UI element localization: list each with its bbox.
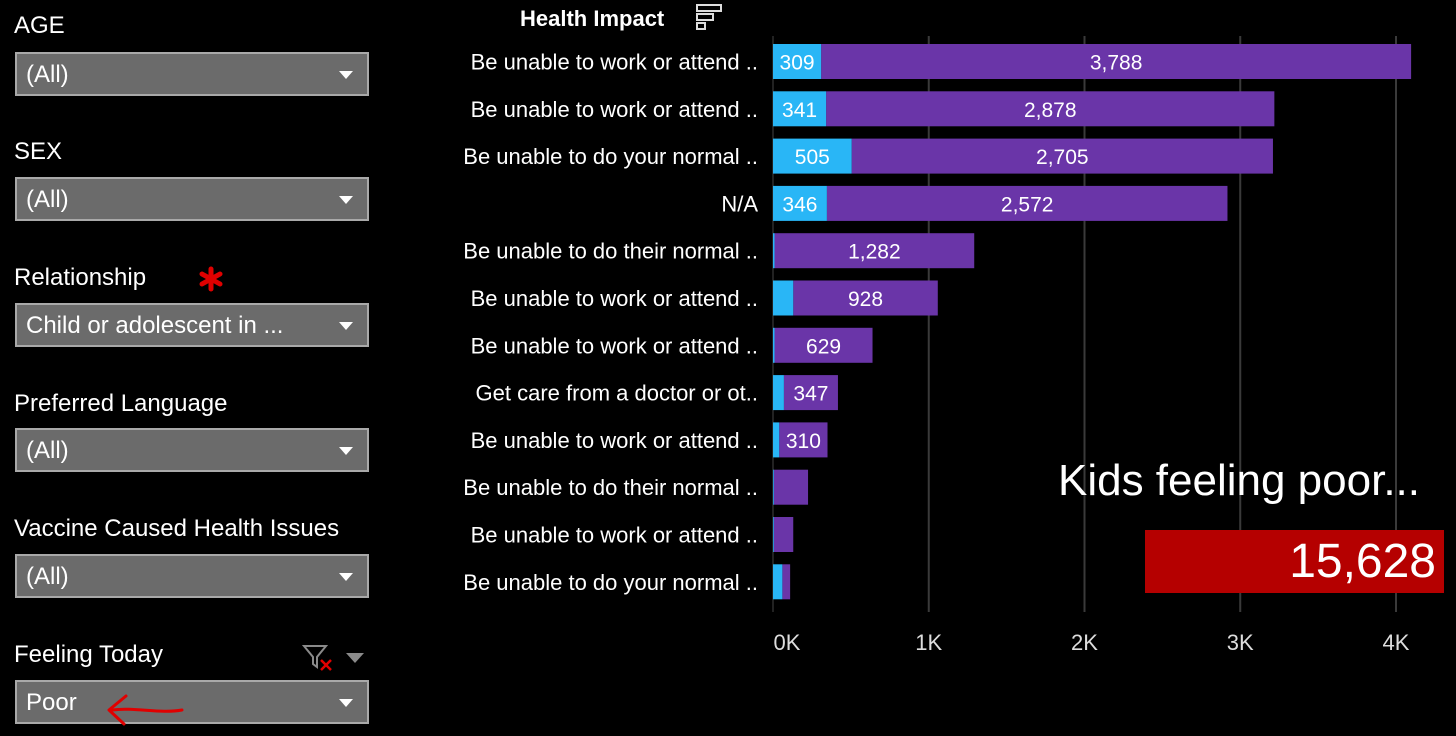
x-tick-label: 2K [1071,630,1098,655]
data-label: 309 [780,52,815,75]
data-label: 346 [782,193,817,216]
chevron-down-icon [339,196,353,204]
category-label: Get care from a doctor or ot.. [476,381,758,406]
age-dropdown-value: (All) [26,61,69,88]
bar-segment-a [773,422,780,458]
category-label: Be unable to work or attend .. [471,286,758,311]
vaccine-health-issues-dropdown[interactable]: (All) [15,554,369,598]
filter-label-feeling-today: Feeling Today [14,641,163,668]
chevron-down-icon [339,699,353,707]
filter-label-preferred-language: Preferred Language [14,390,228,417]
data-label: 3,788 [1090,52,1143,75]
feeling-today-dropdown-value: Poor [26,689,77,716]
chevron-down-icon [339,322,353,330]
sex-dropdown-value: (All) [26,186,69,213]
category-label: Be unable to work or attend .. [471,523,758,548]
bar-segment-b [773,517,794,552]
data-label: 310 [786,430,821,453]
x-tick-label: 3K [1227,630,1254,655]
data-label: 1,282 [848,241,901,264]
bar-segment-a [773,564,783,600]
filter-menu-icon[interactable] [346,653,364,663]
chart-title: Health Impact [520,6,665,31]
data-label: 341 [782,99,817,122]
bar-segment-b [826,185,1228,221]
bar-segment-b [774,327,873,363]
bar-segment-a [773,233,775,269]
chevron-down-icon [339,447,353,455]
vaccine-health-issues-dropdown-value: (All) [26,563,69,590]
data-label: 505 [795,146,830,169]
category-label: Be unable to do their normal .. [463,239,758,264]
bar-segment-b [773,469,809,505]
filter-panel: AGE (All) SEX (All) Relationship Child o… [0,0,390,736]
bar-segment-b [821,44,1412,79]
bar-segment-b [779,422,828,458]
feeling-today-dropdown[interactable]: Poor [15,680,369,724]
red-asterisk-icon [199,266,223,292]
bar-segment-a [773,327,775,363]
bar-segment-a [773,44,822,79]
category-label: Be unable to work or attend .. [471,428,758,453]
data-label: 928 [848,288,883,311]
filter-label-sex: SEX [14,138,63,165]
bar-segment-b [783,375,838,411]
x-tick-label: 0K [774,630,801,655]
category-label: Be unable to work or attend .. [471,333,758,358]
bar-segment-a [773,469,774,505]
age-dropdown[interactable]: (All) [15,52,369,96]
preferred-language-dropdown-value: (All) [26,437,69,464]
bar-segment-a [773,138,852,174]
filter-label-vaccine-health-issues: Vaccine Caused Health Issues [14,515,340,542]
chevron-down-icon [339,71,353,79]
bar-segment-b [826,91,1275,127]
bar-segment-b [793,280,938,316]
bar-segment-a [773,185,827,221]
bar-segment-a [773,375,784,411]
kpi-value: 15,628 [1289,535,1436,588]
bar-segment-b [782,564,791,600]
red-arrow-icon [107,694,184,726]
bar-segment-a [773,517,774,552]
bar-segment-b [774,233,975,269]
bar-segment-a [773,91,827,127]
bar-segment-a [773,280,794,316]
sort-icon[interactable] [694,2,726,32]
chevron-down-icon [339,573,353,581]
data-label: 629 [806,335,841,358]
sex-dropdown[interactable]: (All) [15,177,369,221]
data-label: 347 [793,383,828,406]
preferred-language-dropdown[interactable]: (All) [15,428,369,472]
filter-label-age: AGE [14,12,65,39]
category-label: Be unable to do their normal .. [463,475,758,500]
filter-label-relationship: Relationship [14,264,147,291]
data-label: 2,878 [1024,99,1077,122]
category-label: Be unable to do your normal .. [463,570,758,595]
x-tick-label: 1K [915,630,942,655]
relationship-dropdown-value: Child or adolescent in ... [26,312,284,339]
category-label: Be unable to work or attend .. [471,97,758,122]
category-label: Be unable to do your normal .. [463,144,758,169]
filter-clear-icon[interactable] [302,643,334,671]
category-label: Be unable to work or attend .. [471,50,758,75]
x-tick-label: 4K [1383,630,1410,655]
bar-segment-b [851,138,1273,174]
category-label: N/A [721,191,758,216]
kpi-box: 15,628 [1145,530,1444,593]
kpi-caption: Kids feeling poor... [1057,456,1420,505]
relationship-dropdown[interactable]: Child or adolescent in ... [15,303,369,347]
data-label: 2,705 [1036,146,1089,169]
data-label: 2,572 [1001,193,1054,216]
